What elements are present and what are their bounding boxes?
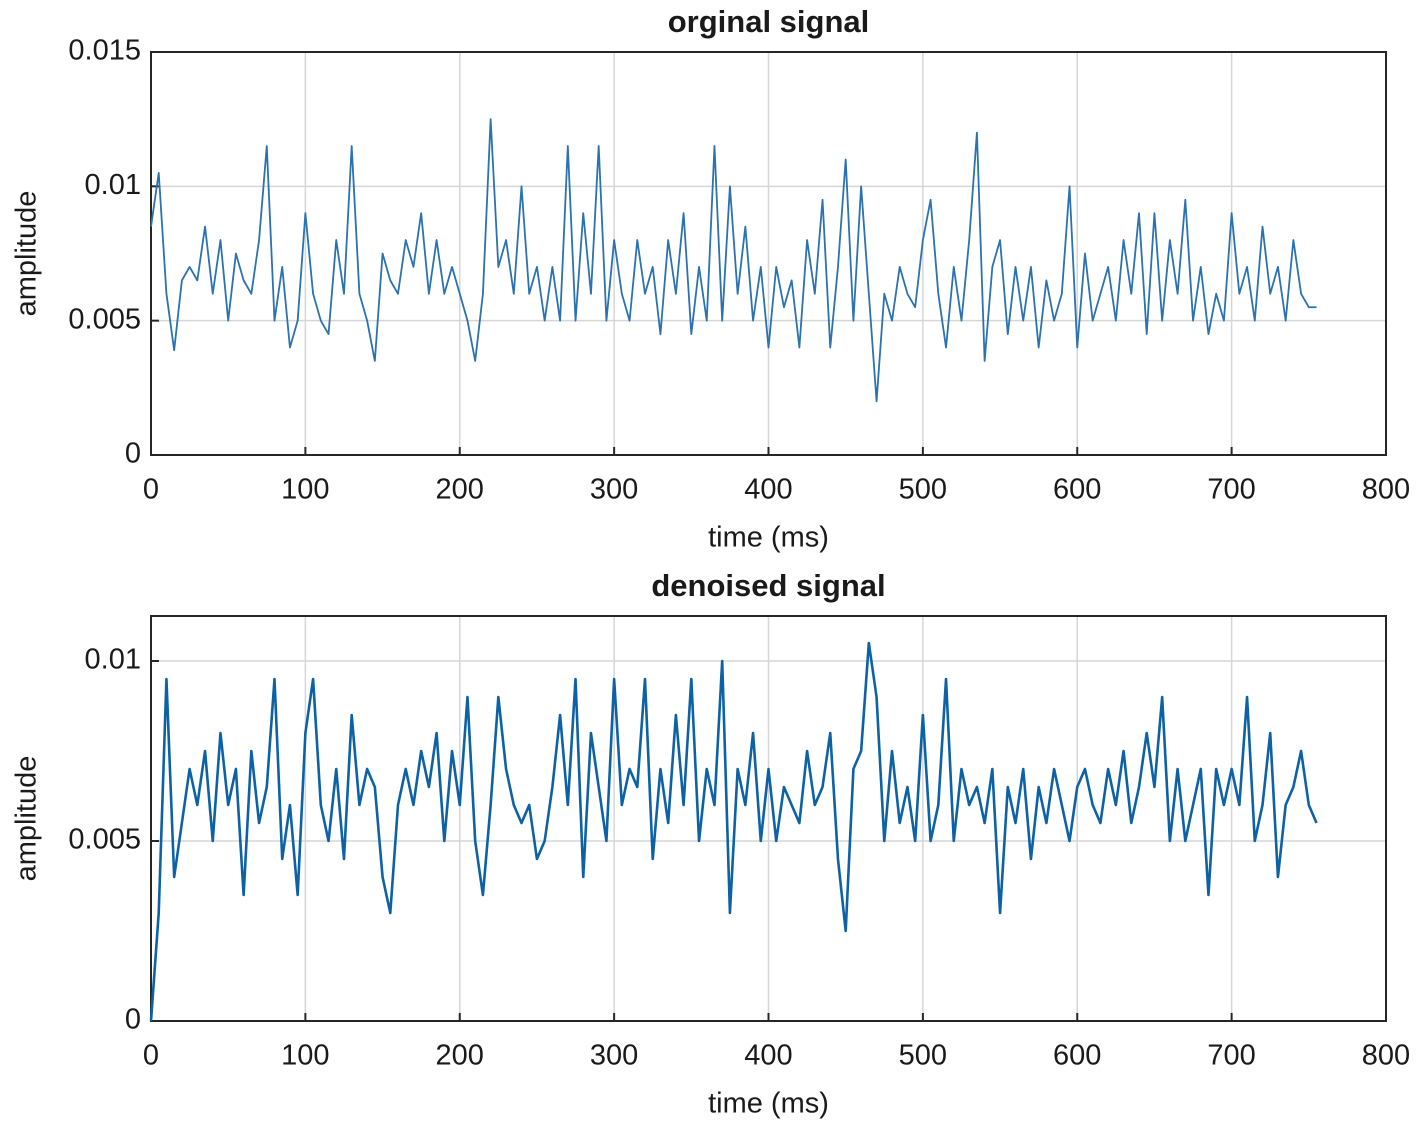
x-axis-label: time (ms) [708, 1088, 829, 1120]
x-tick-label: 300 [590, 474, 638, 506]
x-tick-label: 500 [899, 1040, 947, 1072]
y-tick-label: 0.015 [68, 35, 141, 67]
x-tick-label: 600 [1053, 1040, 1101, 1072]
x-tick-label: 800 [1362, 474, 1410, 506]
signal-line [150, 118, 1317, 403]
x-tick-label: 800 [1362, 1040, 1410, 1072]
x-tick-label: 100 [281, 474, 329, 506]
x-tick-label: 0 [143, 1040, 159, 1072]
x-tick-label: 300 [590, 1040, 638, 1072]
x-tick-label: 400 [744, 1040, 792, 1072]
signal-line [149, 641, 1318, 1022]
x-tick-label: 600 [1053, 474, 1101, 506]
x-tick-label: 400 [744, 474, 792, 506]
y-tick-label: 0.005 [68, 824, 141, 856]
y-tick-label: 0 [125, 438, 141, 470]
y-axis-label: amplitude [11, 191, 43, 317]
chart-title: orginal signal [668, 4, 870, 39]
x-tick-label: 500 [899, 474, 947, 506]
y-tick-label: 0.005 [68, 303, 141, 335]
y-tick-label: 0.01 [85, 169, 141, 201]
x-tick-label: 700 [1207, 1040, 1255, 1072]
y-tick-label: 0.01 [85, 644, 141, 676]
chart-title: denoised signal [651, 568, 885, 603]
x-tick-label: 100 [281, 1040, 329, 1072]
y-tick-label: 0 [125, 1004, 141, 1036]
x-tick-label: 200 [436, 474, 484, 506]
y-axis-label: amplitude [11, 756, 43, 882]
x-tick-label: 200 [436, 1040, 484, 1072]
x-tick-label: 0 [143, 474, 159, 506]
axes-frame [150, 51, 1387, 456]
axes-frame [150, 615, 1387, 1022]
x-tick-label: 700 [1207, 474, 1255, 506]
x-axis-label: time (ms) [708, 522, 829, 554]
